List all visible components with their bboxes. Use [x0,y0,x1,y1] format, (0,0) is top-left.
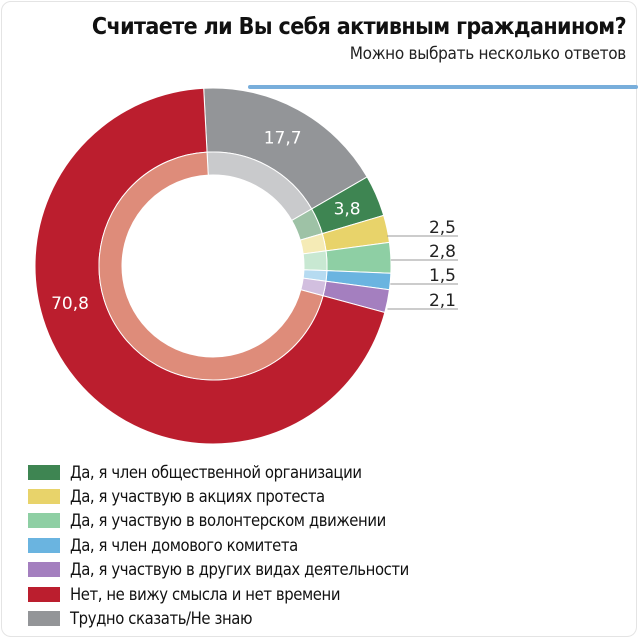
legend-label: Да, я член общественной организации [70,462,362,482]
legend-swatch [28,464,60,480]
legend-label: Да, я член домового комитета [70,535,298,555]
legend-item: Да, я член общественной организации [28,460,409,484]
slice-value-label: 2,8 [429,242,456,262]
chart-title: Считаете ли Вы себя активным гражданином… [91,14,627,40]
legend-swatch [28,586,60,602]
chart-subtitle: Можно выбрать несколько ответов [349,44,627,64]
legend-label: Да, я участвую в волонтерском движении [70,511,386,531]
legend-item: Трудно сказать/Не знаю [28,606,409,630]
legend-item: Да, я участвую в волонтерском движении [28,509,409,533]
legend-label: Трудно сказать/Не знаю [70,609,253,629]
slice-value-label: 2,1 [429,291,456,311]
accent-rule [248,85,638,89]
legend-label: Да, я участвую в акциях протеста [70,487,325,507]
legend-swatch [28,611,60,627]
slice-value-label: 3,8 [334,199,361,219]
slice-value-label: 1,5 [429,266,456,286]
legend-item: Нет, не вижу смысла и нет времени [28,582,409,606]
legend-swatch [28,537,60,553]
legend: Да, я член общественной организации Да, я… [28,460,409,631]
legend-label: Нет, не вижу смысла и нет времени [70,584,341,604]
donut-slice-inner [98,151,324,381]
donut-chart: 17,7 3,8 2,5 2,8 1,5 2,1 70,8 [34,87,458,445]
legend-item: Да, я член домового комитета [28,533,409,557]
legend-swatch [28,562,60,578]
slice-value-label: 70,8 [51,294,89,314]
legend-item: Да, я участвую в акциях протеста [28,484,409,508]
legend-item: Да, я участвую в других видах деятельнос… [28,558,409,582]
legend-swatch [28,513,60,529]
donut-slice-inner [302,250,328,272]
legend-label: Да, я участвую в других видах деятельнос… [70,560,409,580]
legend-swatch [28,489,60,505]
slice-value-label: 2,5 [429,218,456,238]
slice-value-label: 17,7 [264,129,302,149]
